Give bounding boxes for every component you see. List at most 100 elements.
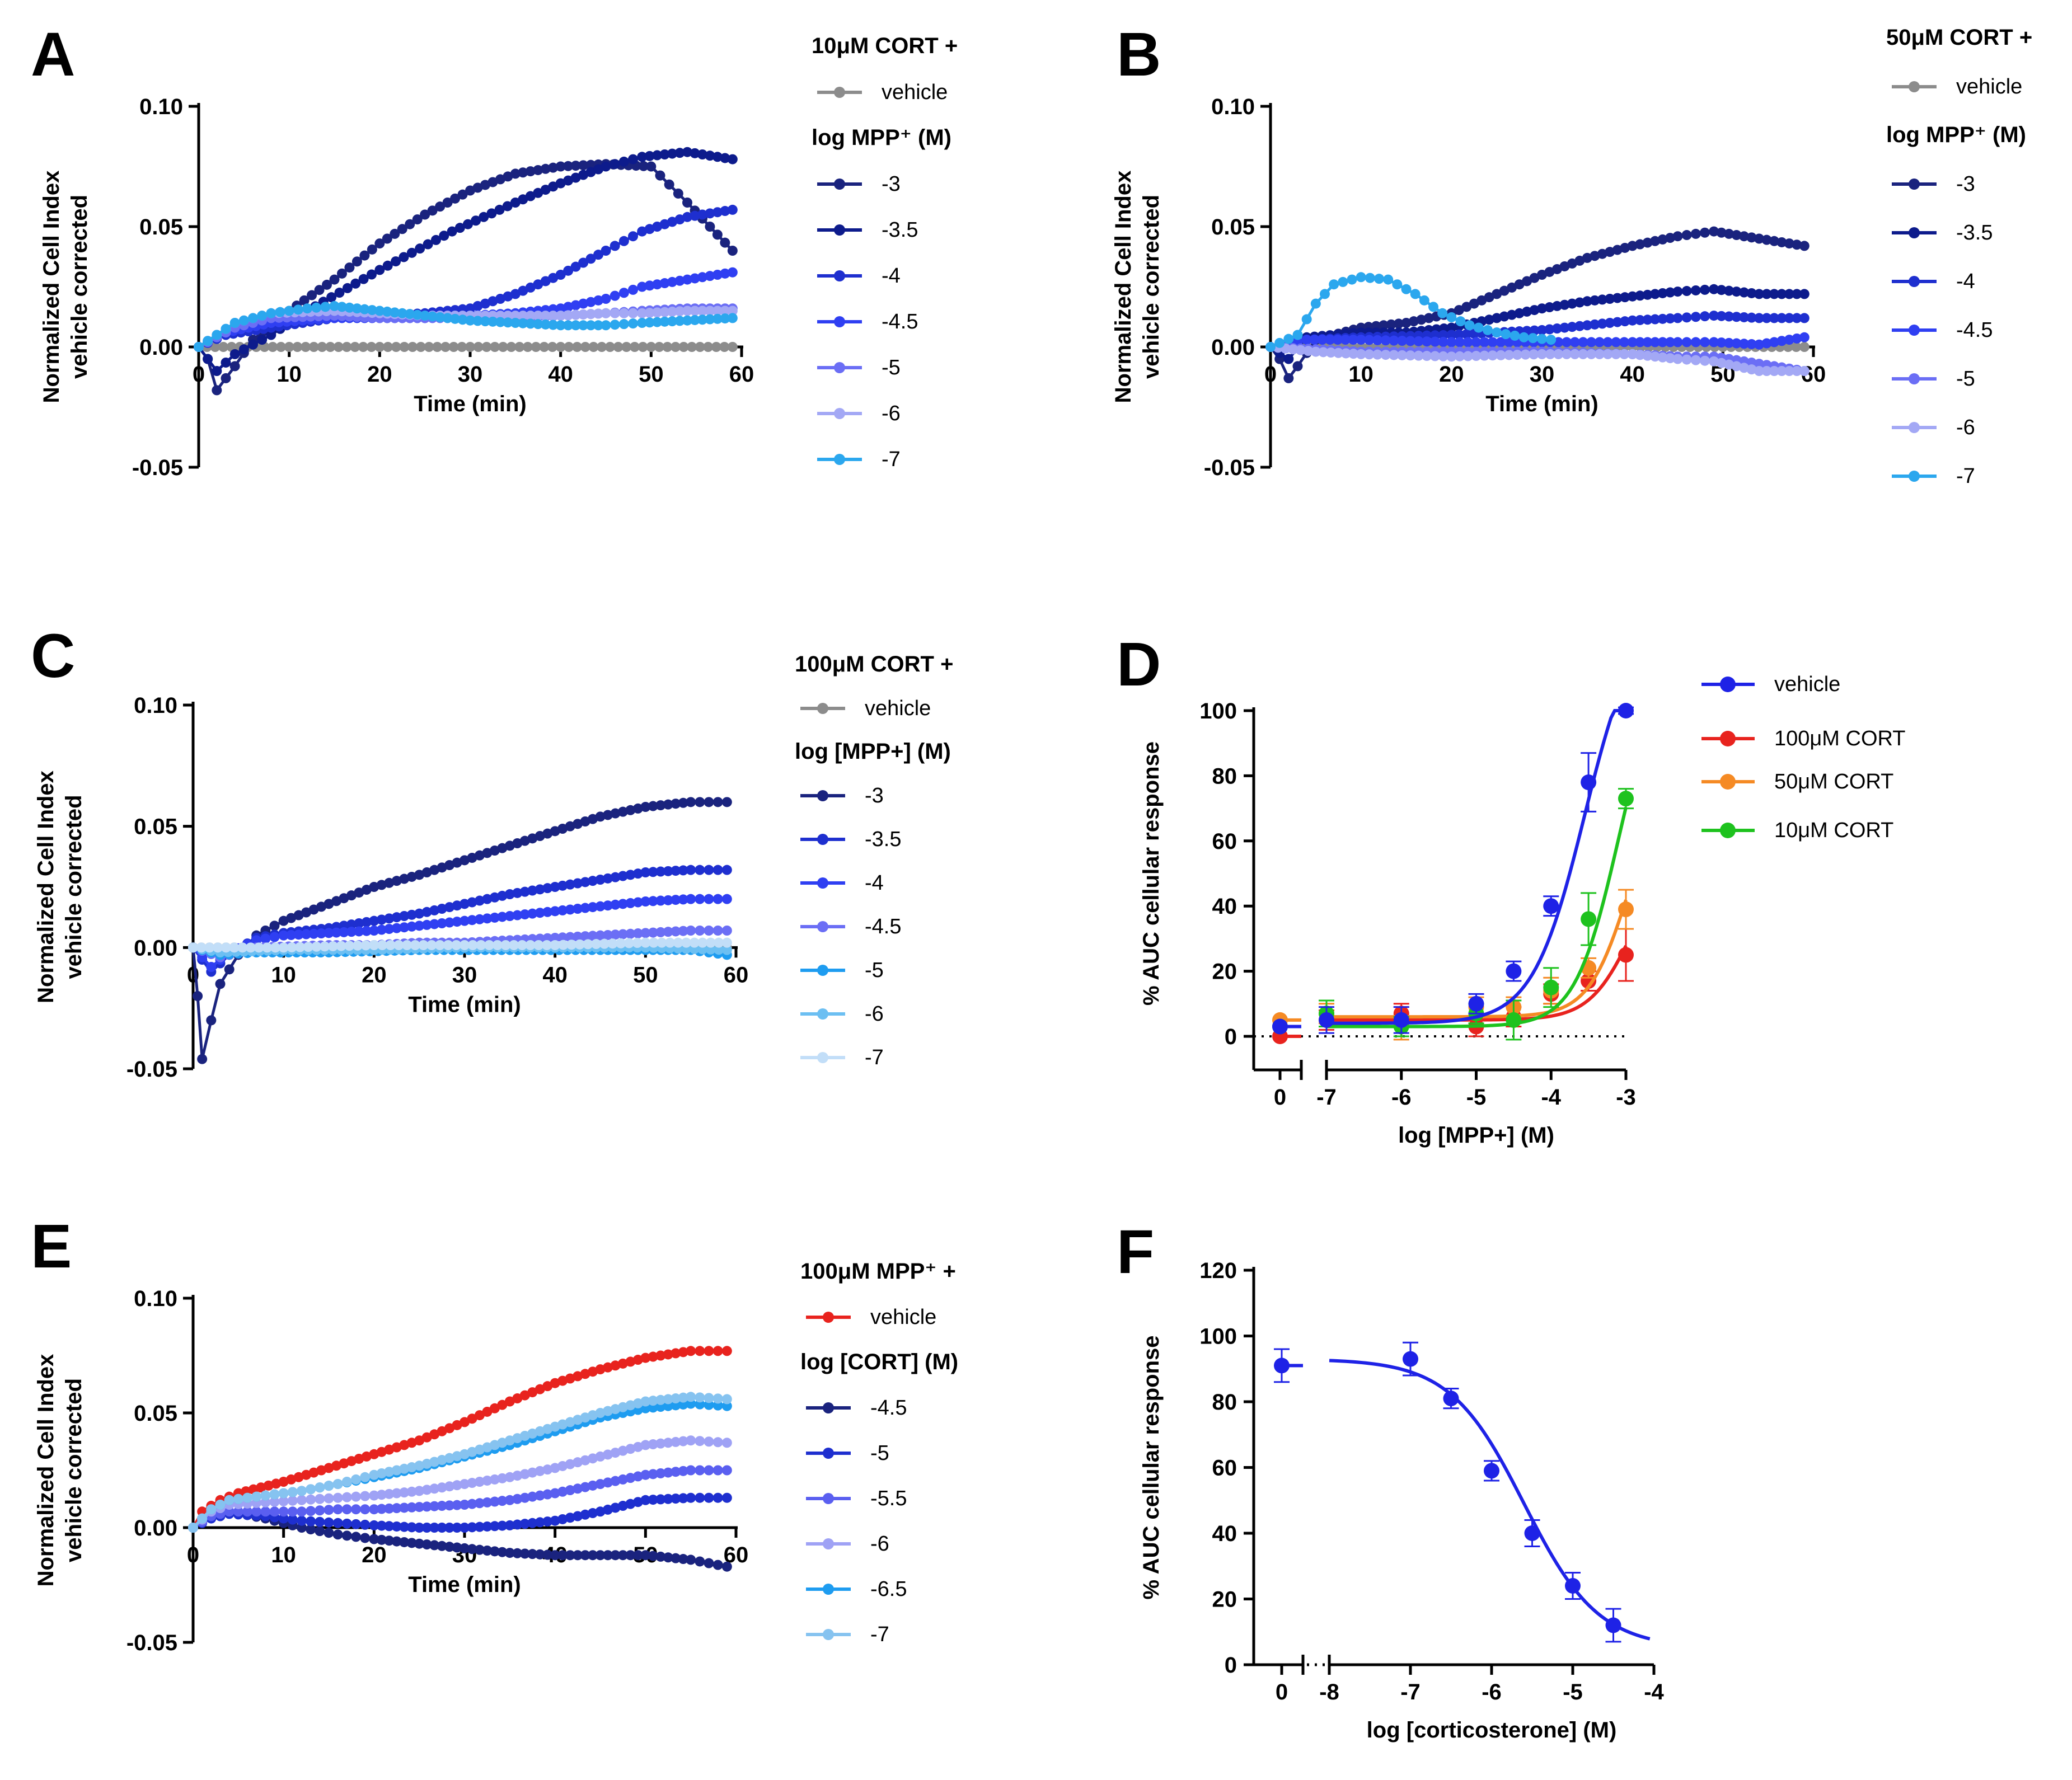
data-point xyxy=(1329,279,1339,290)
data-point xyxy=(1455,316,1466,327)
data-point xyxy=(678,1399,688,1410)
data-point xyxy=(580,1509,590,1520)
data-point xyxy=(573,878,583,889)
data-point xyxy=(1301,335,1312,345)
y-tick-label: 0 xyxy=(1225,1653,1237,1678)
panel-letter-c: C xyxy=(31,622,75,691)
data-point xyxy=(663,895,673,905)
data-point xyxy=(1716,311,1727,321)
data-point xyxy=(1340,335,1351,345)
data-point xyxy=(369,1504,379,1515)
data-point xyxy=(278,1513,289,1524)
series--3.5 xyxy=(194,147,738,376)
legend-label: -3 xyxy=(882,172,901,196)
data-point xyxy=(1792,366,1802,376)
y-tick-label: 0.00 xyxy=(134,1516,177,1541)
data-point xyxy=(585,253,596,264)
data-point xyxy=(695,894,705,904)
data-point xyxy=(391,876,402,886)
data-point xyxy=(1492,327,1502,338)
y-tick-label: 60 xyxy=(1212,1456,1237,1481)
data-point xyxy=(1709,337,1719,347)
data-point xyxy=(550,906,560,917)
data-point xyxy=(555,303,566,314)
series-corticosterone xyxy=(1274,1341,1651,1643)
data-point xyxy=(358,274,369,284)
y-tick-label: -0.05 xyxy=(1204,455,1255,480)
legend-label: vehicle xyxy=(1956,75,2022,98)
data-point xyxy=(391,1503,402,1514)
data-point xyxy=(509,940,519,950)
data-point xyxy=(251,1506,262,1517)
data-point xyxy=(663,927,673,937)
data-point xyxy=(632,1355,643,1365)
data-point xyxy=(460,1417,470,1427)
data-point xyxy=(467,1544,477,1554)
data-point xyxy=(1309,335,1320,345)
x-tick-label: 60 xyxy=(724,962,749,987)
data-point xyxy=(1455,337,1465,347)
data-point xyxy=(662,342,673,352)
data-point xyxy=(385,940,396,950)
data-point xyxy=(720,237,730,248)
data-point xyxy=(644,280,655,291)
panel-c-legend: 100μM CORT + vehicle log [MPP+] (M) -3 -3.5 -… xyxy=(795,652,953,1069)
data-point xyxy=(308,342,319,352)
data-point xyxy=(1501,329,1511,340)
y-tick-label: 0.10 xyxy=(134,693,177,718)
x-tick-label: 50 xyxy=(633,962,658,987)
data-point xyxy=(473,342,484,352)
data-point xyxy=(406,1502,417,1513)
legend-swatch-marker xyxy=(834,454,845,465)
data-point xyxy=(342,283,353,293)
data-point xyxy=(1681,354,1692,365)
data-point xyxy=(297,1523,307,1533)
data-point xyxy=(270,942,280,953)
legend-swatch-marker xyxy=(1909,81,1920,92)
data-point xyxy=(326,292,337,303)
legend-swatch-marker xyxy=(1909,179,1920,190)
data-point xyxy=(1413,350,1424,361)
data-point xyxy=(432,342,443,352)
panel-letter-b: B xyxy=(1117,20,1161,89)
data-point xyxy=(617,1402,628,1412)
data-point xyxy=(406,1486,417,1497)
legend-subheader: log MPP⁺ (M) xyxy=(812,125,951,150)
data-point xyxy=(601,320,611,331)
data-point xyxy=(712,926,723,936)
data-point xyxy=(495,317,505,327)
data-point xyxy=(565,1485,575,1496)
data-point xyxy=(674,275,685,286)
data-point xyxy=(292,342,303,352)
data-point xyxy=(704,1558,714,1568)
data-point xyxy=(610,1502,621,1513)
data-point xyxy=(1397,350,1408,360)
data-point xyxy=(1529,349,1539,360)
legend-header: 100μM CORT + xyxy=(795,652,953,677)
data-point xyxy=(625,1550,636,1561)
data-point xyxy=(361,917,372,927)
data-point xyxy=(557,1514,568,1524)
legend-swatch-marker xyxy=(834,362,845,373)
data-point xyxy=(610,241,620,251)
data-point xyxy=(563,302,574,312)
data-point xyxy=(437,1455,447,1466)
data-point xyxy=(655,1551,666,1562)
data-point xyxy=(421,1539,432,1550)
data-point xyxy=(467,1478,477,1488)
data-point xyxy=(628,284,638,295)
data-point xyxy=(429,1483,440,1494)
data-point xyxy=(229,361,240,372)
data-point xyxy=(637,342,648,352)
data-point xyxy=(420,209,430,220)
y-tick-label: 0.10 xyxy=(134,1286,177,1311)
panel-d-legend: vehicle 100μM CORT 50μM CORT 10μM CORT xyxy=(1701,673,1905,842)
data-point xyxy=(467,915,477,926)
data-point xyxy=(257,311,268,321)
data-point xyxy=(519,909,530,920)
data-point xyxy=(497,1473,508,1483)
data-point xyxy=(1618,703,1634,718)
data-point xyxy=(721,797,732,807)
data-point xyxy=(437,1482,447,1493)
data-point xyxy=(382,260,393,271)
